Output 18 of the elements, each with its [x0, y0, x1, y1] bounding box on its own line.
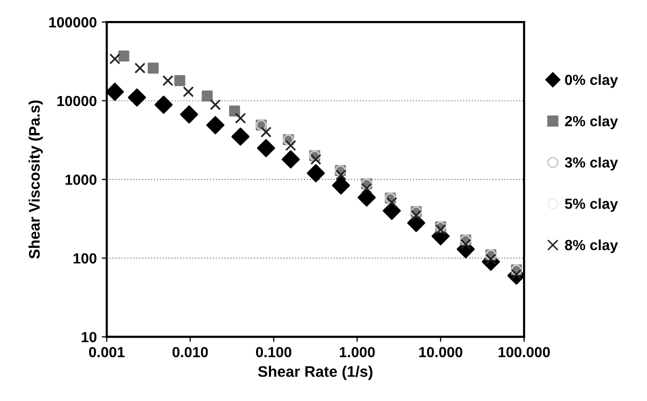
x-tick-label: 0.010 [172, 346, 208, 358]
y-tick-label: 100000 [49, 17, 96, 28]
x-tick-label: 1.000 [340, 346, 375, 358]
x-tick-label: 100.000 [498, 346, 550, 358]
legend-label: 8% clay [564, 240, 618, 254]
x-tick-label: 0.001 [89, 346, 125, 358]
x-tick-label: 0.100 [256, 346, 292, 358]
y-tick-label: 10000 [57, 96, 96, 106]
x-axis-title: Shear Rate (1/s) [258, 366, 372, 380]
legend-label: 3% clay [564, 156, 618, 171]
legend-label: 0% clay [565, 74, 618, 88]
y-tick-label: 1000 [66, 174, 96, 185]
y-tick-label: 10 [82, 332, 96, 342]
y-axis-title: Shear Viscosity (Pa.s) [28, 100, 43, 259]
legend-label: 2% clay [565, 116, 618, 130]
x-tick-label: 10.000 [419, 346, 462, 358]
y-tick-label: 100 [74, 253, 96, 264]
legend-label: 5% clay [564, 198, 618, 212]
